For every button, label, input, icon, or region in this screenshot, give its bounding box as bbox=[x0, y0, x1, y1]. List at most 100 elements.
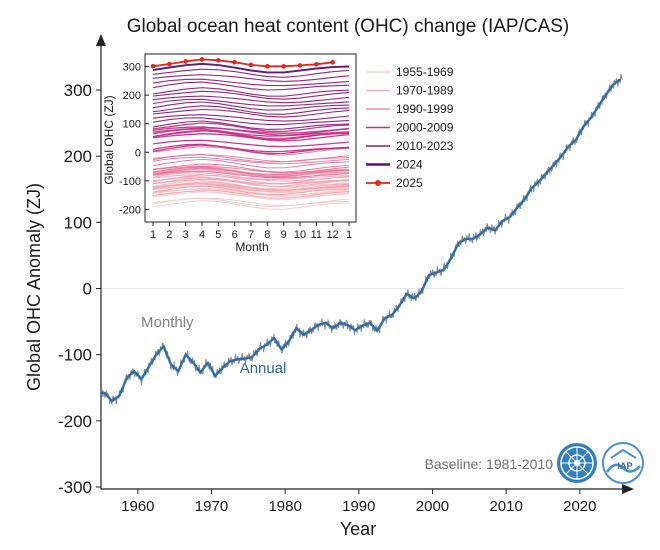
inset-year-line bbox=[152, 90, 350, 100]
inset-year-line bbox=[152, 120, 350, 130]
inset-year-line bbox=[152, 74, 350, 82]
inset-2025-point bbox=[199, 57, 205, 62]
y-tick-label: 0 bbox=[83, 280, 92, 299]
x-tick-label: 1970 bbox=[195, 498, 228, 515]
cas-logo bbox=[557, 443, 597, 483]
inset-year-line bbox=[152, 101, 350, 111]
inset-x-tick-label: 1 bbox=[346, 229, 352, 241]
inset-year-line bbox=[152, 188, 350, 197]
inset-year-line bbox=[152, 105, 350, 115]
inset-year-line bbox=[152, 117, 350, 126]
inset-legend: 1955-1969 1970-1989 1990-1999 2000-2009 2010… bbox=[366, 65, 454, 190]
inset-2025-point bbox=[281, 63, 286, 69]
inset-2025-point bbox=[183, 59, 188, 64]
chart-title: Global ocean heat content (OHC) change (… bbox=[127, 16, 570, 37]
inset-year-line bbox=[152, 98, 350, 107]
inset-2025-point bbox=[248, 62, 254, 68]
inset-2025-markers bbox=[150, 57, 335, 69]
y-tick-label: 300 bbox=[64, 81, 92, 100]
inset-x-tick-label: 8 bbox=[264, 229, 270, 241]
inset-2025-point bbox=[167, 61, 172, 67]
inset-x-tick-label: 11 bbox=[311, 229, 322, 241]
inset-year-line bbox=[152, 133, 350, 142]
inset-y-tick-label: 300 bbox=[123, 62, 141, 74]
monthly-annotation: Monthly bbox=[141, 314, 194, 331]
inset-year-line bbox=[152, 126, 350, 134]
inset-y-axis-label: Global OHC (ZJ) bbox=[102, 95, 116, 184]
inset-x-tick-label: 4 bbox=[199, 229, 205, 241]
inset-2025-point bbox=[330, 59, 335, 65]
y-tick-label: -100 bbox=[58, 346, 92, 365]
inset-2025-point bbox=[232, 59, 237, 65]
inset-2025-point bbox=[265, 63, 270, 69]
inset-year-line bbox=[152, 139, 350, 148]
iap-logo: IAP bbox=[602, 442, 644, 484]
inset-year-line bbox=[152, 154, 350, 163]
legend-label: 2000-2009 bbox=[396, 121, 454, 135]
inset-year-line bbox=[152, 62, 350, 74]
inset-x-tick-label: 12 bbox=[327, 229, 339, 241]
inset-year-line bbox=[152, 122, 350, 133]
x-tick-label: 1980 bbox=[268, 498, 301, 515]
inset-year-line bbox=[152, 189, 350, 199]
inset-year-line bbox=[152, 167, 350, 177]
inset-x-tick-label: 10 bbox=[294, 229, 306, 241]
inset-year-line bbox=[152, 178, 350, 188]
inset-year-line bbox=[152, 177, 350, 187]
legend-label: 1955-1969 bbox=[396, 65, 454, 79]
inset-year-line bbox=[152, 191, 350, 201]
baseline-note: Baseline: 1981-2010 bbox=[425, 456, 554, 472]
inset-x-tick-label: 7 bbox=[248, 229, 254, 241]
x-tick-label: 2010 bbox=[489, 498, 522, 515]
inset-y-tick-label: 200 bbox=[123, 90, 141, 102]
x-axis-arrow bbox=[622, 484, 634, 494]
inset-year-line bbox=[152, 180, 350, 190]
legend-label: 1970-1989 bbox=[396, 84, 454, 98]
inset-x-tick-label: 1 bbox=[150, 229, 156, 241]
x-axis-label: Year bbox=[340, 519, 376, 539]
inset-x-tick-label: 5 bbox=[215, 229, 221, 241]
inset-2025-point bbox=[297, 63, 303, 68]
inset-year-line bbox=[152, 163, 350, 173]
inset-year-line bbox=[152, 200, 350, 210]
inset-year-line bbox=[152, 158, 350, 169]
y-axis-arrow bbox=[96, 34, 106, 46]
inset-y-ticks: -200 -100 0 100 200 300 bbox=[119, 62, 149, 216]
inset-x-axis-label: Month bbox=[235, 240, 268, 254]
inset-year-line bbox=[152, 95, 350, 104]
inset-y-tick-label: -200 bbox=[119, 204, 141, 216]
main-x-ticks: 1960 1970 1980 1990 2000 2010 2020 bbox=[121, 489, 596, 515]
inset-2025-point bbox=[314, 61, 319, 67]
inset-x-tick-label: 2 bbox=[166, 229, 172, 241]
inset-x-tick-label: 9 bbox=[281, 229, 287, 241]
inset-year-line bbox=[152, 165, 350, 174]
x-tick-label: 1960 bbox=[121, 498, 154, 515]
inset-2025-line bbox=[152, 58, 333, 68]
inset-y-tick-label: 0 bbox=[135, 147, 141, 159]
inset-year-line bbox=[152, 127, 350, 136]
y-tick-label: 200 bbox=[64, 147, 92, 166]
inset-x-tick-label: 3 bbox=[183, 229, 189, 241]
legend-label: 2010-2023 bbox=[396, 139, 454, 153]
inset-year-line bbox=[152, 184, 350, 193]
inset-year-line bbox=[152, 170, 350, 179]
legend-label: 2025 bbox=[396, 176, 423, 190]
inset-year-line bbox=[152, 114, 350, 122]
annual-series-line bbox=[100, 78, 622, 403]
annual-annotation: Annual bbox=[240, 360, 287, 377]
inset-year-line bbox=[152, 185, 350, 196]
inset-2025-point bbox=[216, 57, 221, 63]
y-axis-label: Global OHC Anomaly (ZJ) bbox=[24, 183, 44, 391]
legend-label: 1990-1999 bbox=[396, 102, 454, 116]
legend-marker bbox=[375, 180, 381, 186]
y-tick-label: -300 bbox=[58, 478, 92, 497]
inset-year-line bbox=[152, 68, 350, 78]
x-tick-label: 1990 bbox=[342, 498, 375, 515]
y-tick-label: -200 bbox=[58, 412, 92, 431]
inset-year-line bbox=[152, 170, 350, 180]
inset-y-tick-label: 100 bbox=[123, 119, 141, 131]
inset-year-line bbox=[152, 143, 350, 153]
y-tick-label: 100 bbox=[64, 213, 92, 232]
inset-y-tick-label: -100 bbox=[119, 176, 141, 188]
